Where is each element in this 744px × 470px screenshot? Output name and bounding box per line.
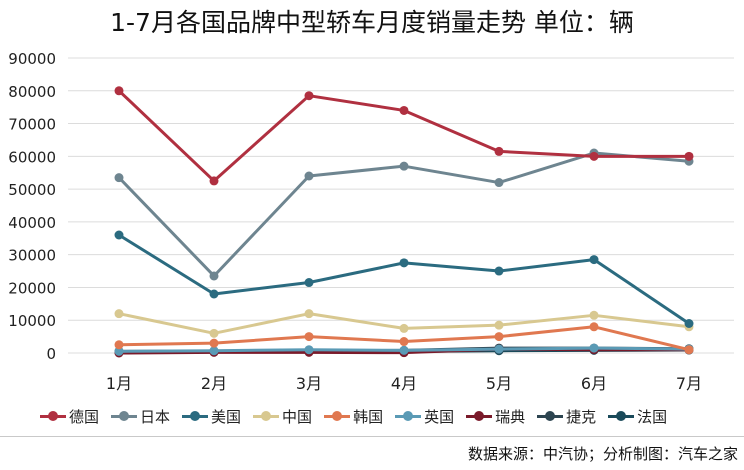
data-point-韩国: [304, 332, 314, 342]
legend-swatch: [182, 409, 209, 423]
data-point-中国: [114, 309, 124, 319]
data-point-日本: [114, 173, 124, 183]
legend-swatch: [40, 409, 66, 423]
data-point-韩国: [399, 337, 409, 347]
x-tick-label: 5月: [486, 374, 512, 393]
data-point-英国: [494, 344, 504, 354]
legend-item: 美国: [182, 406, 241, 427]
chart-plot: 0 10000 20000 30000 40000 50000 60000 70000 8000…: [8, 50, 734, 393]
y-tick-label: 10000: [8, 312, 56, 330]
legend-item: 瑞典: [466, 406, 525, 427]
data-point-日本: [399, 161, 409, 171]
data-point-美国: [589, 255, 599, 265]
legend-label: 中国: [282, 407, 313, 426]
data-point-日本: [304, 171, 314, 181]
legend-item: 中国: [253, 406, 312, 427]
legend-swatch: [537, 409, 564, 423]
legend-swatch: [466, 409, 493, 423]
legend-swatch: [608, 409, 635, 423]
y-tick-label: 20000: [8, 279, 56, 297]
y-tick-label: 90000: [8, 50, 56, 68]
legend-item: 韩国: [324, 406, 383, 427]
legend-label: 日本: [140, 407, 171, 426]
x-tick-label: 3月: [296, 374, 322, 393]
data-point-美国: [399, 258, 409, 268]
data-point-德国: [684, 151, 694, 161]
legend-swatch: [253, 409, 280, 423]
legend-label: 法国: [637, 407, 668, 426]
legend-swatch: [111, 409, 138, 423]
legend-item: 法国: [608, 406, 667, 427]
data-point-德国: [304, 91, 314, 101]
series-line-美国: [118, 233, 690, 325]
y-tick-label: 0: [46, 345, 56, 363]
data-point-韩国: [209, 338, 219, 348]
data-point-韩国: [589, 322, 599, 332]
legend-label: 韩国: [353, 407, 384, 426]
data-point-美国: [494, 266, 504, 276]
x-tick-label: 4月: [391, 374, 417, 393]
x-tick-label: 1月: [106, 374, 132, 393]
data-point-美国: [304, 278, 314, 288]
y-tick-label: 50000: [8, 181, 56, 199]
source-note: 数据来源：中汽协；分析制图：汽车之家: [467, 445, 738, 463]
legend-label: 德国: [69, 407, 100, 426]
data-point-德国: [494, 146, 504, 156]
legend-item: 捷克: [537, 406, 596, 427]
data-point-德国: [589, 151, 599, 161]
legend-swatch: [324, 409, 351, 423]
data-point-英国: [114, 346, 124, 356]
data-point-美国: [114, 230, 124, 240]
y-tick-label: 40000: [8, 214, 56, 232]
legend-label: 英国: [424, 407, 455, 426]
legend-label: 瑞典: [495, 407, 526, 426]
data-point-日本: [209, 271, 219, 281]
data-point-美国: [684, 319, 694, 328]
data-point-中国: [304, 309, 314, 319]
data-point-英国: [589, 343, 599, 353]
data-point-德国: [114, 86, 124, 96]
x-tick-label: 2月: [201, 374, 227, 393]
data-point-英国: [209, 346, 219, 356]
data-point-中国: [494, 320, 504, 330]
data-point-美国: [209, 289, 219, 299]
x-tick-label: 7月: [676, 374, 702, 393]
legend-item: 英国: [395, 406, 454, 427]
y-tick-label: 60000: [8, 148, 56, 166]
chart-title: 1-7月各国品牌中型轿车月度销量走势 单位：辆: [110, 8, 634, 37]
legend-item: 德国: [40, 406, 99, 427]
data-point-中国: [589, 310, 599, 320]
legend-swatch: [395, 409, 422, 423]
data-point-韩国: [114, 340, 124, 350]
legend-item: 日本: [111, 406, 170, 427]
data-point-德国: [399, 105, 409, 115]
data-point-德国: [209, 176, 219, 186]
data-point-英国: [304, 345, 314, 355]
data-point-韩国: [684, 345, 694, 355]
y-tick-label: 70000: [8, 116, 56, 134]
y-tick-label: 80000: [8, 83, 56, 101]
data-point-韩国: [494, 332, 504, 342]
y-tick-label: 30000: [8, 247, 56, 265]
x-tick-label: 6月: [581, 374, 607, 393]
legend: 德国 日本 美国 中国 韩国 英国 瑞典 捷克 法国: [40, 404, 679, 428]
data-point-英国: [399, 345, 409, 355]
legend-label: 美国: [211, 407, 242, 426]
data-point-日本: [494, 178, 504, 188]
data-point-中国: [209, 328, 219, 338]
source-divider: [0, 436, 744, 437]
legend-label: 捷克: [566, 407, 597, 426]
data-point-中国: [399, 323, 409, 333]
